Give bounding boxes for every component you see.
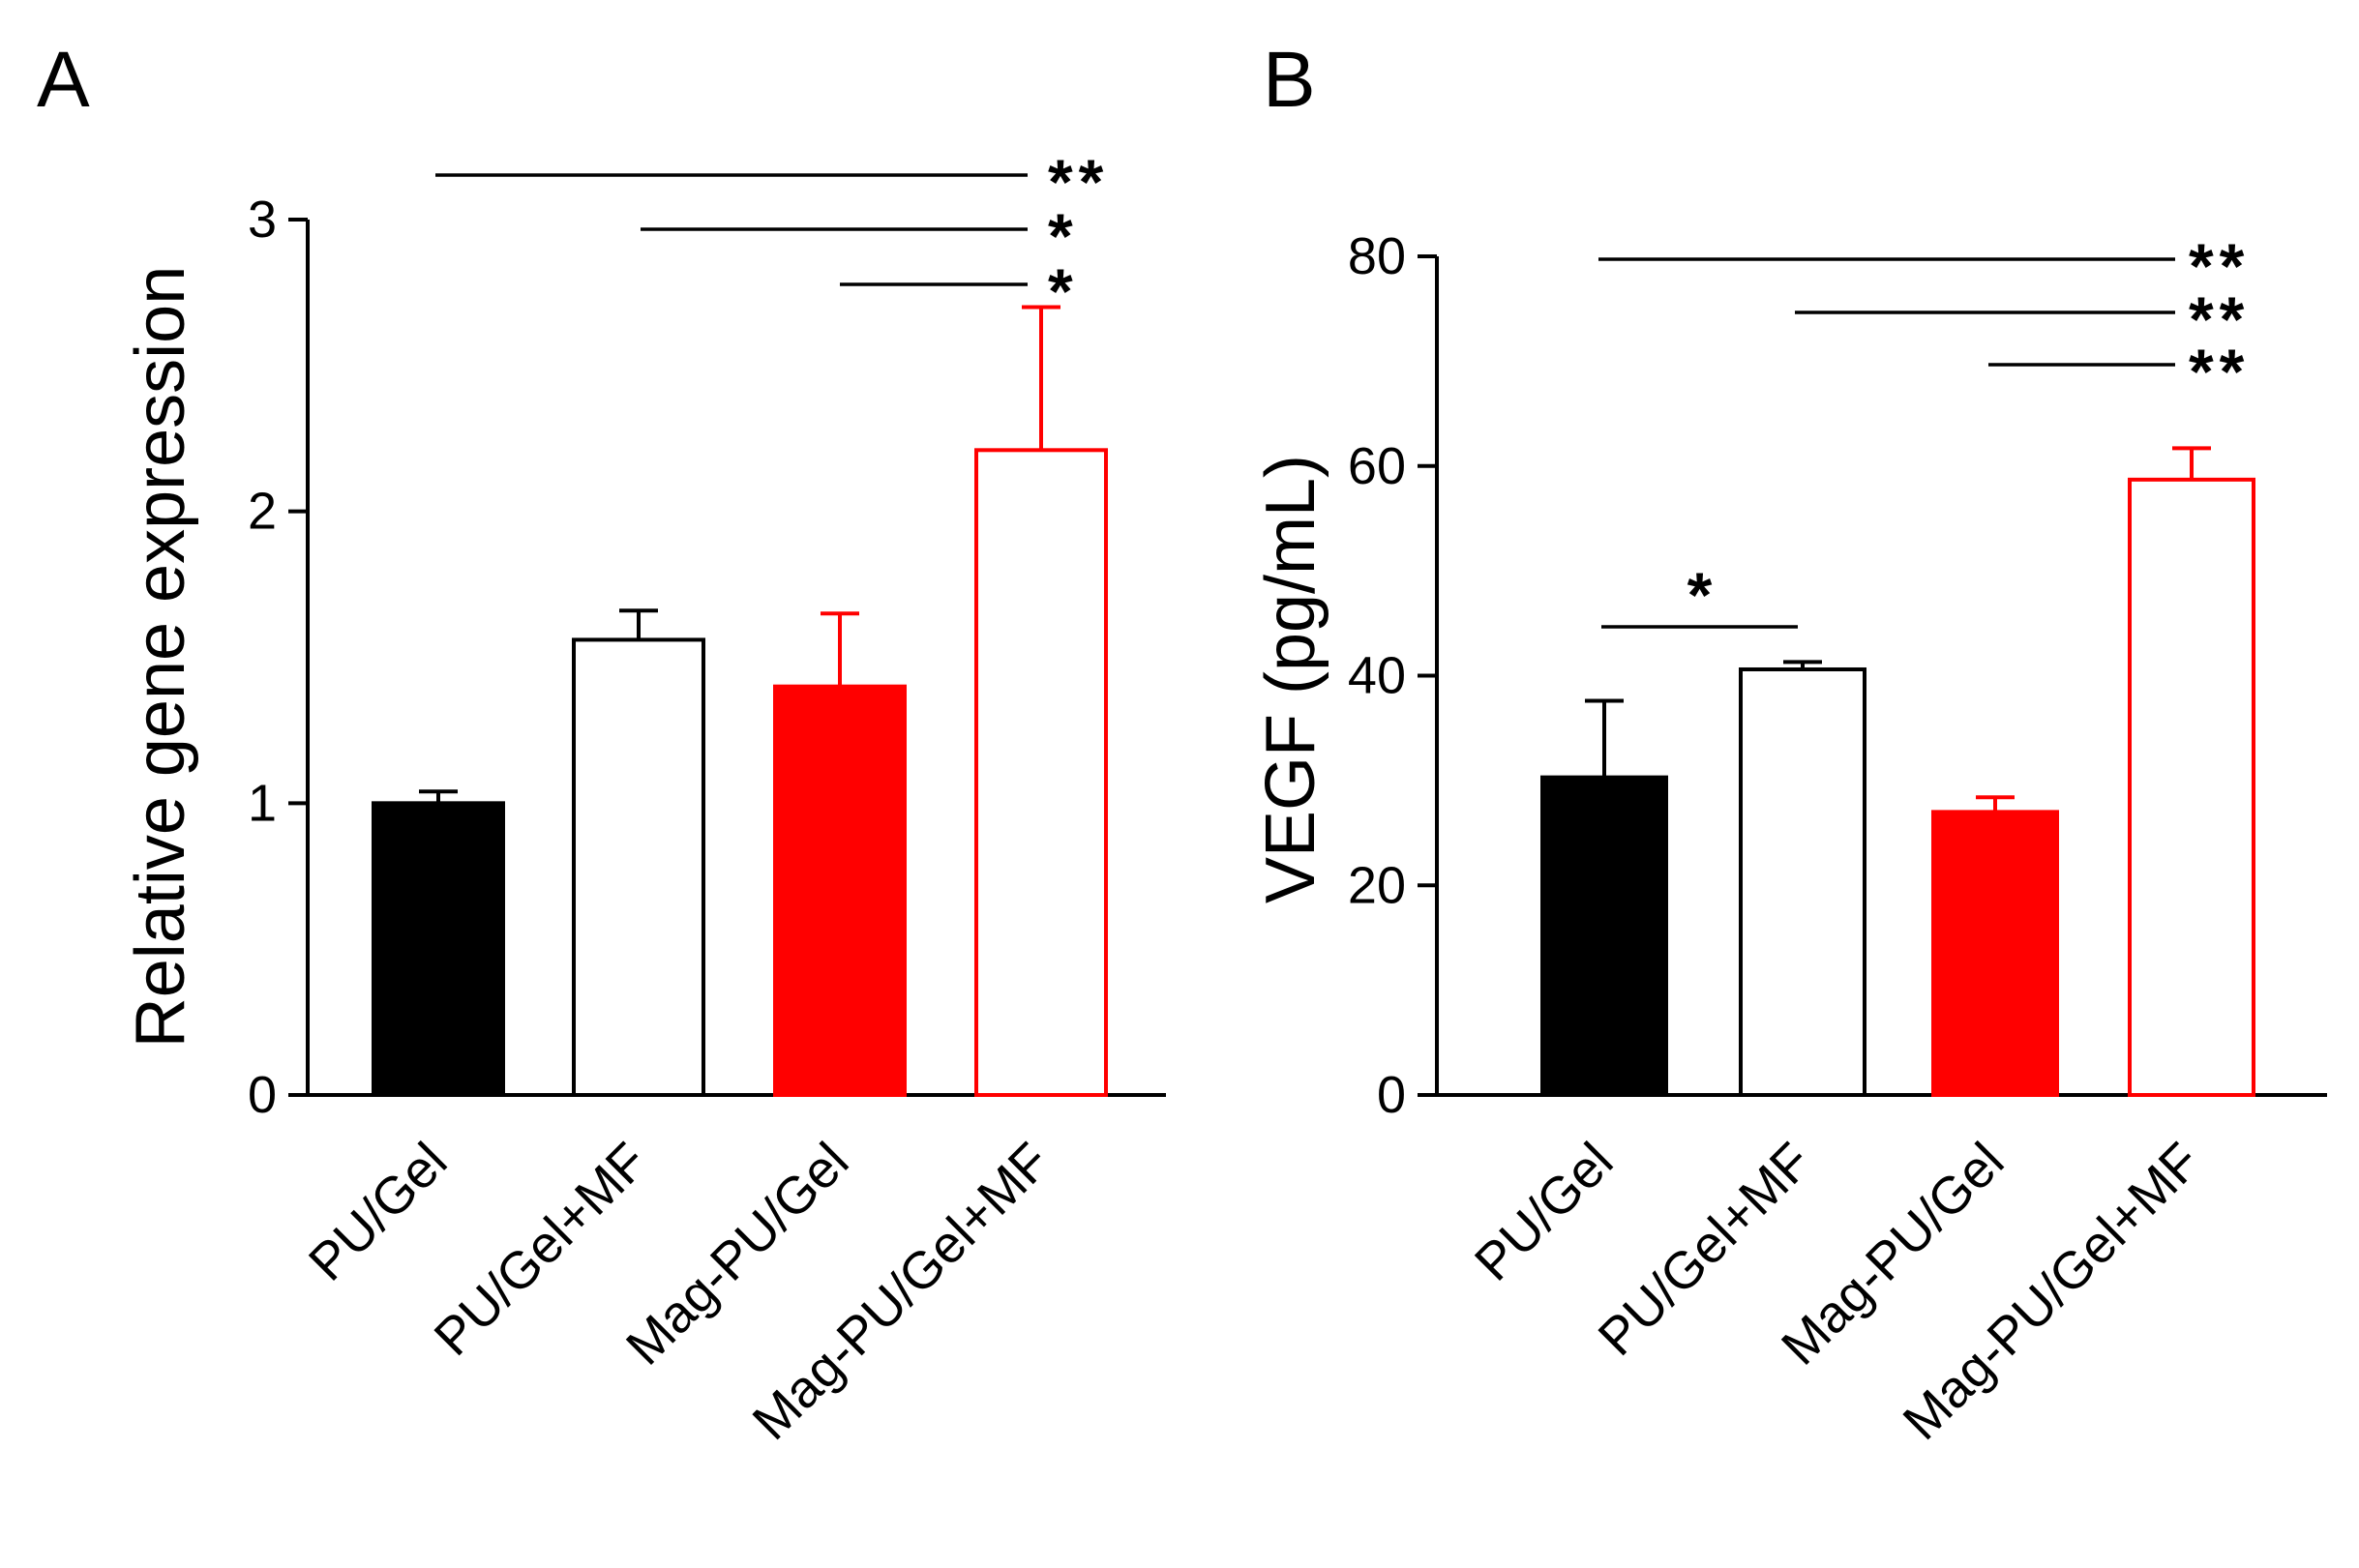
y-tick-label: 2 — [248, 483, 277, 541]
y-tick-label: 0 — [248, 1066, 277, 1124]
y-tick-label: 20 — [1348, 856, 1406, 914]
bar — [2128, 477, 2255, 1097]
significance-stars: * — [1048, 200, 1079, 272]
significance-stars: ** — [2189, 283, 2250, 355]
bar — [1540, 775, 1668, 1098]
significance-stars: * — [1687, 559, 1713, 631]
significance-stars: * — [1048, 255, 1079, 327]
y-tick-label: 1 — [248, 774, 277, 832]
y-axis-label: VEGF (pg/mL) — [1252, 455, 1329, 903]
bar — [773, 684, 907, 1098]
significance-stars: ** — [2189, 230, 2250, 302]
panel-label: B — [1263, 36, 1316, 124]
significance-stars: ** — [2189, 336, 2250, 407]
y-tick-label: 60 — [1348, 437, 1406, 495]
panel-label: A — [37, 36, 90, 124]
y-axis-label: Relative gene expression — [122, 266, 199, 1049]
bar — [1931, 810, 2059, 1097]
y-tick-label: 80 — [1348, 227, 1406, 285]
bar — [572, 637, 705, 1098]
bar — [974, 448, 1108, 1098]
y-tick-label: 40 — [1348, 647, 1406, 705]
bar — [1739, 666, 1866, 1097]
category-label: PU/Gel — [1464, 1132, 1625, 1292]
significance-stars: ** — [1048, 146, 1109, 218]
y-tick-label: 0 — [1377, 1066, 1406, 1124]
bar — [372, 801, 505, 1097]
y-tick-label: 3 — [248, 191, 277, 249]
category-label: PU/Gel — [298, 1132, 459, 1292]
